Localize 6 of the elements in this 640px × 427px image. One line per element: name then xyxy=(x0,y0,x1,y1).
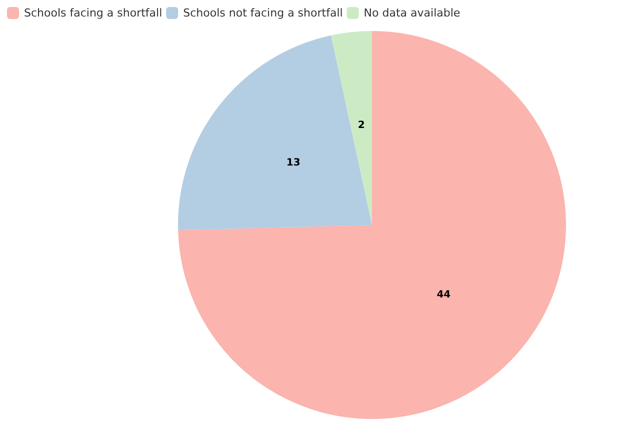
legend-label: No data available xyxy=(364,6,460,20)
data-label: 13 xyxy=(286,158,300,169)
data-label: 2 xyxy=(358,120,365,132)
data-label: 44 xyxy=(436,289,451,300)
legend-label: Schools facing a shortfall xyxy=(24,6,162,20)
legend-label: Schools not facing a shortfall xyxy=(183,6,343,20)
